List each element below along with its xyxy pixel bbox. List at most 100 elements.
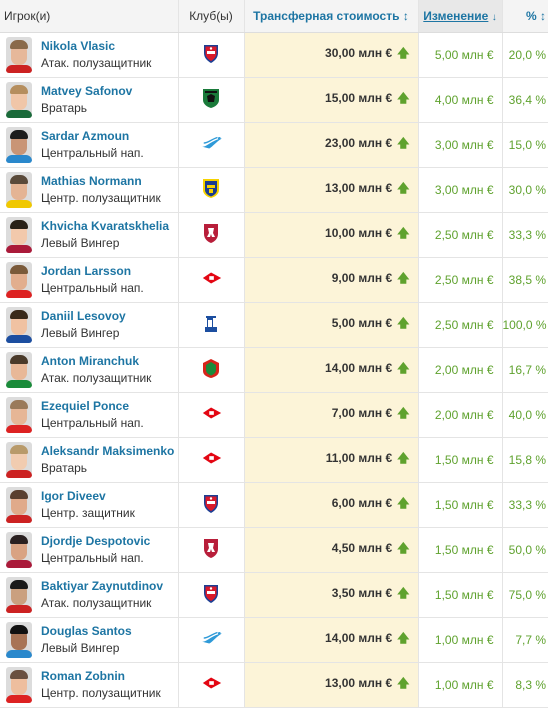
player-photo[interactable] xyxy=(6,261,32,298)
player-name-link[interactable]: Matvey Safonov xyxy=(41,83,133,98)
player-name-link[interactable]: Aleksandr Maksimenko xyxy=(41,443,175,458)
player-position: Центральный нап. xyxy=(41,280,144,295)
percent-value: 30,0 % xyxy=(508,182,546,197)
club-cell xyxy=(178,482,245,527)
percent-cell: 36,4 % xyxy=(502,77,548,122)
spartak-crest-icon[interactable] xyxy=(201,402,222,424)
market-value-cell: 9,00 млн € 🡅 xyxy=(244,257,419,302)
dynamo-crest-icon[interactable] xyxy=(201,312,221,334)
spartak-crest-icon[interactable] xyxy=(201,672,222,694)
percent-cell: 20,0 % xyxy=(502,32,548,77)
market-value[interactable]: 14,00 млн € xyxy=(325,361,393,375)
table-row: Jordan Larsson Центральный нап. 9,00 млн… xyxy=(0,257,548,302)
player-name-link[interactable]: Sardar Azmoun xyxy=(41,128,130,143)
percent-cell: 15,0 % xyxy=(502,122,548,167)
player-position: Вратарь xyxy=(41,100,88,115)
table-row: Roman Zobnin Центр. полузащитник 13,00 м… xyxy=(0,662,548,707)
rostov-crest-icon[interactable] xyxy=(201,177,221,199)
player-photo[interactable] xyxy=(6,666,32,703)
player-photo[interactable] xyxy=(6,81,32,118)
market-value[interactable]: 4,50 млн € xyxy=(331,541,393,555)
player-name-link[interactable]: Roman Zobnin xyxy=(41,668,125,683)
table-row: Douglas Santos Левый Вингер 14,00 млн € 🡅… xyxy=(0,617,548,662)
header-percent[interactable]: % ↕ xyxy=(502,0,548,33)
change-cell: 2,50 млн € xyxy=(418,212,503,257)
player-photo[interactable] xyxy=(6,171,32,208)
rubin-crest-icon[interactable] xyxy=(201,537,221,559)
percent-cell: 33,3 % xyxy=(502,212,548,257)
spartak-crest-icon[interactable] xyxy=(201,447,222,469)
player-photo[interactable] xyxy=(6,396,32,433)
player-position: Левый Вингер xyxy=(41,235,120,250)
player-position: Атак. полузащитник xyxy=(41,595,152,610)
lokomotiv-crest-icon[interactable] xyxy=(201,357,221,379)
player-name-link[interactable]: Khvicha Kvaratskhelia xyxy=(41,218,170,233)
zenit-crest-icon[interactable] xyxy=(201,132,223,154)
table-row: Igor Diveev Центр. защитник 6,00 млн € 🡅 … xyxy=(0,482,548,527)
rubin-crest-icon[interactable] xyxy=(201,222,221,244)
market-value[interactable]: 13,00 млн € xyxy=(325,181,393,195)
market-value[interactable]: 11,00 млн € xyxy=(325,451,393,465)
table-row: Mathias Normann Центр. полузащитник 13,0… xyxy=(0,167,548,212)
change-cell: 1,00 млн € xyxy=(418,662,503,707)
club-cell xyxy=(178,32,245,77)
market-value-cell: 5,00 млн € 🡅 xyxy=(244,302,419,347)
cska-crest-icon[interactable] xyxy=(201,42,221,64)
player-photo[interactable] xyxy=(6,126,32,163)
percent-cell: 100,0 % xyxy=(502,302,548,347)
player-name-link[interactable]: Mathias Normann xyxy=(41,173,142,188)
player-photo[interactable] xyxy=(6,36,32,73)
cska-crest-icon[interactable] xyxy=(201,492,221,514)
market-value-cell: 3,50 млн € 🡅 xyxy=(244,572,419,617)
spartak-crest-icon[interactable] xyxy=(201,267,222,289)
krasnodar-crest-icon[interactable] xyxy=(201,87,221,109)
up-arrow-icon: 🡅 xyxy=(397,316,410,330)
market-value[interactable]: 14,00 млн € xyxy=(325,631,393,645)
market-value-cell: 13,00 млн € 🡅 xyxy=(244,167,419,212)
player-position: Центр. полузащитник xyxy=(41,685,161,700)
change-cell: 1,00 млн € xyxy=(418,617,503,662)
player-name-link[interactable]: Douglas Santos xyxy=(41,623,132,638)
player-photo[interactable] xyxy=(6,486,32,523)
player-name-link[interactable]: Baktiyar Zaynutdinov xyxy=(41,578,164,593)
zenit-crest-icon[interactable] xyxy=(201,627,223,649)
market-value[interactable]: 15,00 млн € xyxy=(325,91,393,105)
up-arrow-icon: 🡅 xyxy=(397,361,410,375)
player-photo[interactable] xyxy=(6,531,32,568)
market-value[interactable]: 7,00 млн € xyxy=(331,406,393,420)
player-name-link[interactable]: Igor Diveev xyxy=(41,488,106,503)
player-cell: Baktiyar Zaynutdinov Атак. полузащитник xyxy=(0,572,179,617)
player-photo[interactable] xyxy=(6,216,32,253)
market-value[interactable]: 23,00 млн € xyxy=(325,136,393,150)
header-change[interactable]: Изменение ↓ xyxy=(418,0,503,33)
change-value: 2,50 млн € xyxy=(434,272,494,287)
player-photo[interactable] xyxy=(6,351,32,388)
market-value[interactable]: 13,00 млн € xyxy=(325,676,393,690)
market-value[interactable]: 5,00 млн € xyxy=(331,316,393,330)
table-row: Matvey Safonov Вратарь 15,00 млн € 🡅 4,00… xyxy=(0,77,548,122)
player-name-link[interactable]: Daniil Lesovoy xyxy=(41,308,126,323)
player-name-link[interactable]: Ezequiel Ponce xyxy=(41,398,130,413)
club-cell xyxy=(178,257,245,302)
player-name-link[interactable]: Nikola Vlasic xyxy=(41,38,116,53)
market-value[interactable]: 10,00 млн € xyxy=(325,226,393,240)
player-name-link[interactable]: Djordje Despotovic xyxy=(41,533,151,548)
player-photo[interactable] xyxy=(6,576,32,613)
percent-value: 20,0 % xyxy=(508,47,546,62)
player-name-link[interactable]: Anton Miranchuk xyxy=(41,353,139,368)
up-arrow-icon: 🡅 xyxy=(397,271,410,285)
market-value[interactable]: 9,00 млн € xyxy=(331,271,393,285)
percent-value: 15,8 % xyxy=(508,452,546,467)
header-market-value[interactable]: Трансферная стоимость ↕ xyxy=(244,0,419,33)
sort-desc-icon: ↓ xyxy=(491,11,497,23)
player-photo[interactable] xyxy=(6,441,32,478)
sort-icon: ↕ xyxy=(402,8,409,23)
player-photo[interactable] xyxy=(6,621,32,658)
market-value[interactable]: 30,00 млн € xyxy=(325,46,393,60)
player-name-link[interactable]: Jordan Larsson xyxy=(41,263,132,278)
market-value[interactable]: 3,50 млн € xyxy=(331,586,393,600)
cska-crest-icon[interactable] xyxy=(201,582,221,604)
market-value[interactable]: 6,00 млн € xyxy=(331,496,393,510)
player-photo[interactable] xyxy=(6,306,32,343)
